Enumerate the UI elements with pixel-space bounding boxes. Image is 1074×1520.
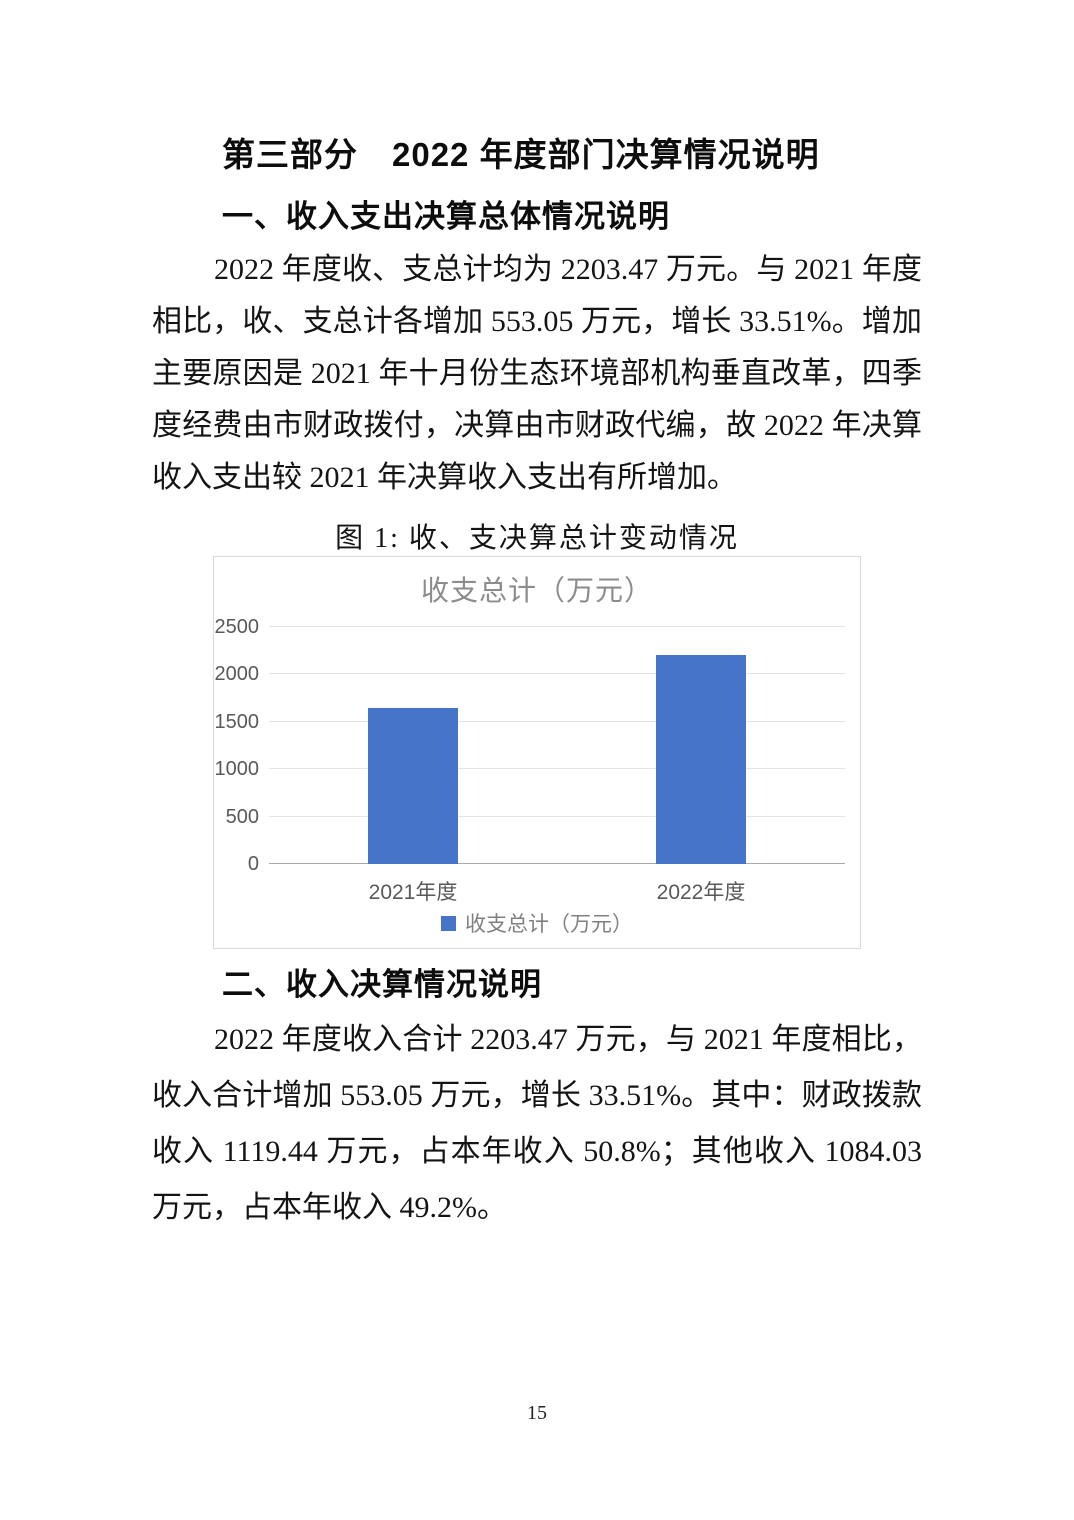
legend-swatch [441,915,456,931]
x-axis-label: 2021年度 [368,881,458,904]
text-line: 主要原因是 2021 年十月份生态环境部机构垂直改革，四季 [152,357,922,390]
bar-2021年度 [368,707,458,864]
section-2-heading: 二、收入决算情况说明 [222,967,542,1002]
gridline [269,863,845,864]
bar-2022年度 [656,655,746,864]
figure-caption: 图 1: 收、支决算总计变动情况 [335,523,739,554]
paragraph-1: 2022 年度收、支总计均为 2203.47 万元。与 2021 年度 相比，收… [152,244,922,504]
x-axis-label: 2022年度 [656,881,746,904]
text-line: 2022 年度收入合计 2203.47 万元，与 2021 年度相比， [214,1023,922,1056]
text-line: 收入合计增加 553.05 万元，增长 33.51%。其中：财政拨款 [152,1079,922,1112]
legend-label: 收支总计（万元） [465,913,633,936]
y-tick-label: 1000 [214,758,260,781]
gridline [269,673,845,675]
y-tick-label: 0 [247,853,259,875]
y-tick-label: 2500 [214,616,260,638]
text-line: 度经费由市财政拨付，决算由市财政代编，故 2022 年决算 [152,409,922,442]
chart-title: 收支总计（万元） [420,575,653,606]
part-heading: 第三部分 2022 年度部门决算情况说明 [222,136,820,173]
y-tick-label: 1500 [214,710,260,733]
text-line: 收入 1119.44 万元，占本年收入 50.8%；其他收入 1084.03 [152,1135,922,1168]
text-line: 收入支出较 2021 年决算收入支出有所增加。 [152,461,737,494]
plot-area: 0 500 1000 1500 2000 2500 2021年度 2022年度 [215,617,845,904]
bar-chart: 收支总计（万元） 0 500 1000 1500 2000 2500 2021年度 2022年… [213,556,861,949]
gridline [269,626,845,627]
section-1-heading: 一、收入支出决算总体情况说明 [222,199,670,234]
chart-legend: 收支总计（万元） [214,908,860,938]
gridline [269,768,845,770]
page-number: 15 [527,1402,547,1424]
y-tick-label: 500 [225,805,259,828]
gridline [269,815,845,817]
text-line: 相比，收、支总计各增加 553.05 万元，增长 33.51%。增加 [152,305,922,338]
text-line: 2022 年度收、支总计均为 2203.47 万元。与 2021 年度 [214,253,922,286]
y-tick-label: 2000 [214,663,260,686]
gridline [269,720,845,722]
paragraph-2: 2022 年度收入合计 2203.47 万元，与 2021 年度相比， 收入合计… [152,1012,922,1236]
text-line: 万元，占本年收入 49.2%。 [152,1191,507,1224]
